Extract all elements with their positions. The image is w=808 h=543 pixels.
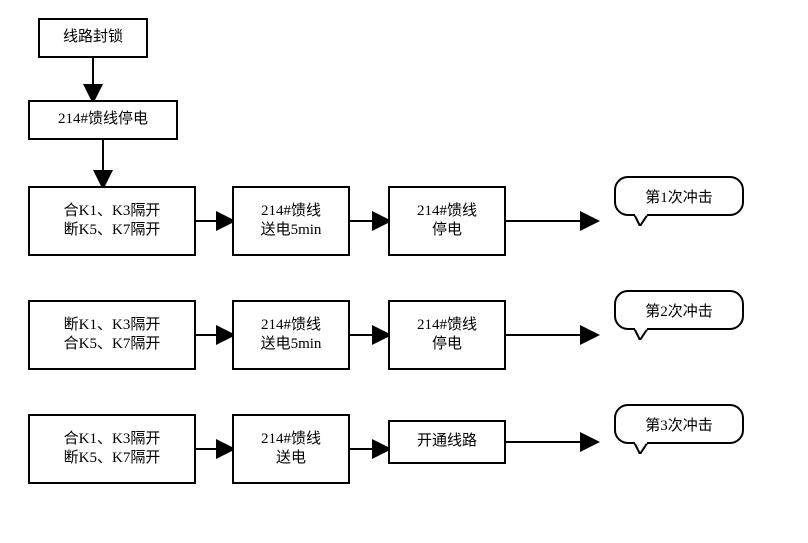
node-n3: 合K1、K3隔开 断K5、K7隔开 [28, 186, 196, 256]
node-label: 214#馈线 停电 [417, 316, 477, 355]
callout-tail-icon [632, 328, 650, 340]
node-label: 线路封锁 [63, 28, 123, 48]
node-label: 第3次冲击 [645, 414, 713, 435]
callout-c1: 第1次冲击 [614, 176, 744, 216]
callout-c2: 第2次冲击 [614, 290, 744, 330]
node-n1: 线路封锁 [38, 18, 148, 58]
node-label: 断K1、K3隔开 合K5、K7隔开 [64, 316, 161, 355]
node-n10: 214#馈线 送电 [232, 414, 350, 484]
node-n4: 214#馈线 送电5min [232, 186, 350, 256]
node-label: 合K1、K3隔开 断K5、K7隔开 [64, 430, 161, 469]
node-label: 第2次冲击 [645, 300, 713, 321]
node-label: 214#馈线 停电 [417, 202, 477, 241]
node-n5: 214#馈线 停电 [388, 186, 506, 256]
flowchart-canvas: 线路封锁 214#馈线停电合K1、K3隔开 断K5、K7隔开 214#馈线 送电5m… [0, 0, 808, 543]
node-n7: 214#馈线 送电5min [232, 300, 350, 370]
callout-tail-icon [632, 214, 650, 226]
node-label: 第1次冲击 [645, 186, 713, 207]
node-label: 214#馈线 送电 [261, 430, 321, 469]
node-n2: 214#馈线停电 [28, 100, 178, 140]
node-n11: 开通线路 [388, 420, 506, 464]
node-n9: 合K1、K3隔开 断K5、K7隔开 [28, 414, 196, 484]
node-label: 开通线路 [417, 432, 477, 452]
node-n6: 断K1、K3隔开 合K5、K7隔开 [28, 300, 196, 370]
node-label: 214#馈线 送电5min [261, 316, 322, 355]
node-label: 214#馈线 送电5min [261, 202, 322, 241]
node-n8: 214#馈线 停电 [388, 300, 506, 370]
callout-c3: 第3次冲击 [614, 404, 744, 444]
callout-tail-icon [632, 442, 650, 454]
node-label: 合K1、K3隔开 断K5、K7隔开 [64, 202, 161, 241]
node-label: 214#馈线停电 [58, 110, 148, 130]
